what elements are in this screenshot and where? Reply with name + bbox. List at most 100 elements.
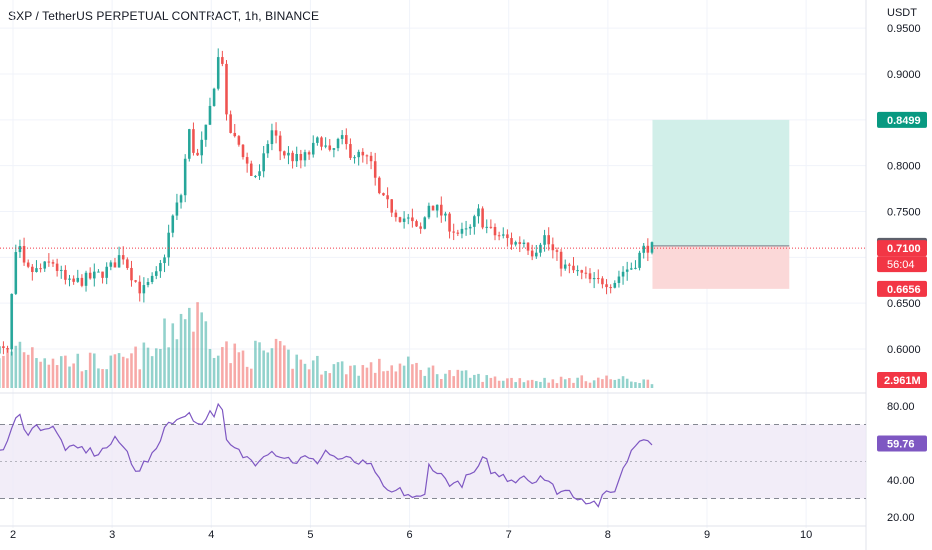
volume-bar	[97, 368, 100, 388]
volume-badge	[877, 372, 927, 388]
volume-bar	[324, 370, 327, 388]
volume-bar	[22, 352, 26, 388]
candle-body	[638, 252, 641, 268]
volume-bar	[563, 379, 567, 388]
candle-body	[563, 264, 567, 269]
candle-body	[287, 152, 290, 156]
candle-body	[229, 114, 232, 133]
volume-bar	[353, 365, 356, 388]
volume-bar	[221, 347, 224, 388]
chart-title: SXP / TetherUS PERPETUAL CONTRACT, 1h, B…	[8, 9, 320, 23]
volume-bar	[278, 341, 282, 388]
candle-body	[526, 242, 530, 251]
candle-body	[14, 252, 18, 294]
rsi-value-badge	[877, 435, 927, 452]
volume-bar	[630, 381, 633, 388]
rsi-tick-label: 20.00	[887, 512, 915, 524]
candle-body	[444, 213, 447, 216]
candle-body	[468, 226, 472, 229]
candle-body	[390, 199, 394, 213]
volume-bar	[427, 367, 431, 388]
volume-bar	[307, 369, 311, 388]
candle-body	[394, 212, 398, 218]
volume-bar	[10, 351, 13, 388]
candle-body	[6, 348, 9, 350]
volume-bar	[196, 302, 199, 388]
candle-body	[183, 158, 187, 196]
candle-body	[51, 262, 55, 264]
candle-body	[121, 255, 125, 260]
volume-bar	[559, 376, 563, 388]
volume-bar	[6, 348, 9, 388]
volume-bar	[2, 355, 5, 388]
candle-body	[572, 265, 575, 271]
volume-bar	[270, 348, 274, 388]
volume-bar	[452, 376, 455, 388]
volume-bar	[274, 338, 278, 388]
candle-body	[266, 144, 270, 154]
volume-bar	[510, 377, 513, 388]
volume-bar	[390, 365, 394, 388]
candle-body	[188, 129, 191, 159]
candle-body	[295, 153, 298, 162]
volume-bar	[336, 362, 340, 388]
axes: 0.9500 0.9000 0.8000 0.7500 0.6500 0.6000 0.84…	[10, 23, 927, 541]
candle-body	[353, 157, 356, 159]
volume-bar	[316, 355, 319, 388]
volume-bar	[361, 365, 365, 388]
volume-bar	[596, 377, 600, 388]
candle-body	[278, 135, 282, 152]
volume-bar	[378, 358, 381, 388]
candle-body	[254, 175, 257, 177]
candle-body	[398, 217, 402, 222]
volume-bar	[634, 382, 637, 388]
candle-body	[93, 271, 96, 279]
volume-bar	[225, 341, 228, 388]
candle-body	[605, 284, 608, 288]
rsi-value-text: 59.76	[887, 438, 915, 450]
volume-bar	[501, 380, 505, 388]
volume-bar	[72, 363, 75, 388]
volume-bar	[113, 354, 117, 388]
volume-bars	[0, 302, 654, 388]
candle-body	[22, 246, 26, 263]
stop-price-badge-text: 0.6656	[887, 284, 921, 296]
candle-body	[97, 271, 100, 273]
volume-bar	[55, 365, 59, 388]
volume-bar	[171, 323, 175, 388]
volume-bar	[154, 348, 158, 388]
profit-zone	[652, 119, 790, 246]
volume-bar	[146, 347, 150, 388]
volume-bar	[332, 364, 336, 388]
candle-body	[402, 218, 406, 222]
volume-bar	[406, 356, 410, 388]
candle-body	[522, 242, 526, 245]
price-tick-label: 0.9500	[887, 23, 921, 35]
volume-bar	[514, 382, 517, 388]
volume-bar	[373, 372, 377, 388]
position-tool[interactable]	[652, 119, 790, 289]
candle-body	[249, 163, 253, 176]
candle-body	[365, 155, 369, 157]
volume-bar	[109, 355, 113, 388]
volume-bar	[543, 377, 546, 388]
volume-bar	[291, 368, 294, 388]
volume-bar	[357, 375, 360, 388]
price-tick-label: 0.7500	[887, 207, 921, 219]
candle-body	[378, 177, 381, 194]
volume-bar	[18, 341, 22, 388]
candle-body	[47, 261, 51, 263]
volume-bar	[192, 331, 195, 388]
candle-body	[340, 135, 344, 139]
price-tick-label: 0.6000	[887, 344, 921, 356]
volume-bar	[88, 352, 92, 388]
candle-body	[154, 271, 158, 276]
candle-body	[237, 136, 241, 145]
volume-bar	[473, 374, 476, 388]
volume-bar	[617, 378, 621, 388]
volume-bar	[295, 354, 298, 388]
candle-body	[369, 155, 373, 162]
countdown-badge	[877, 256, 927, 273]
